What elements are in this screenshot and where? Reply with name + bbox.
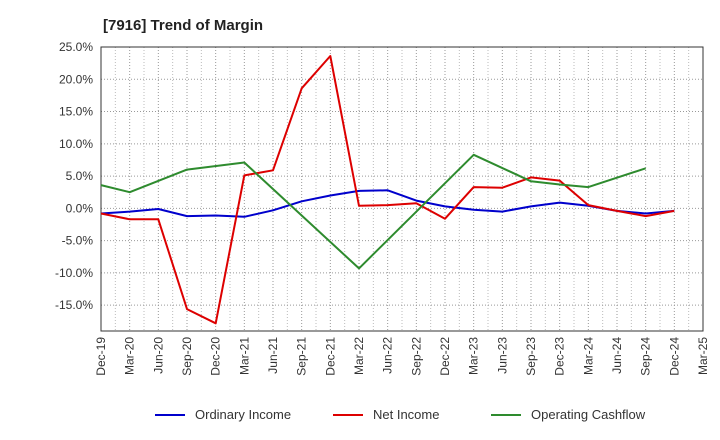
x-tick-label: Dec-21 bbox=[323, 337, 337, 376]
legend-label-ordinary-income: Ordinary Income bbox=[195, 407, 291, 422]
x-tick-label: Sep-21 bbox=[295, 337, 309, 376]
chart-title: [7916] Trend of Margin bbox=[103, 17, 263, 34]
x-tick-label: Mar-21 bbox=[237, 337, 251, 375]
y-tick-label: 0.0% bbox=[66, 201, 94, 215]
y-tick-label: -10.0% bbox=[55, 266, 93, 280]
y-tick-label: 10.0% bbox=[59, 137, 93, 151]
net-income-line bbox=[100, 55, 675, 325]
x-tick-label: Sep-22 bbox=[409, 337, 423, 376]
x-tick-label: Dec-19 bbox=[94, 337, 108, 376]
x-tick-label: Sep-20 bbox=[180, 337, 194, 376]
x-tick-label: Sep-23 bbox=[524, 337, 538, 376]
y-tick-label: 25.0% bbox=[59, 40, 93, 54]
x-tick-label: Jun-24 bbox=[610, 337, 624, 374]
grid bbox=[100, 46, 704, 331]
series bbox=[100, 55, 675, 325]
plot-frame bbox=[100, 46, 704, 332]
x-tick-label: Dec-22 bbox=[438, 337, 452, 376]
y-tick-label: 20.0% bbox=[59, 72, 93, 86]
x-tick-label: Sep-24 bbox=[639, 337, 653, 376]
x-tick-label: Dec-20 bbox=[209, 337, 223, 376]
x-tick-label: Mar-24 bbox=[581, 337, 595, 375]
x-tick-label: Jun-21 bbox=[266, 337, 280, 374]
x-tick-label: Mar-20 bbox=[123, 337, 137, 375]
operating-cashflow-line bbox=[100, 153, 647, 270]
axes: 25.0% 20.0% 15.0% 10.0% 5.0% 0.0% -5.0% -10.0% -… bbox=[55, 40, 710, 376]
x-tick-label: Jun-20 bbox=[151, 337, 165, 374]
y-tick-label: 15.0% bbox=[59, 105, 93, 119]
y-tick-label: -15.0% bbox=[55, 298, 93, 312]
x-tick-label: Dec-23 bbox=[553, 337, 567, 376]
x-tick-label: Mar-22 bbox=[352, 337, 366, 375]
x-tick-label: Mar-23 bbox=[467, 337, 481, 375]
x-tick-label: Dec-24 bbox=[667, 337, 681, 376]
x-tick-label: Jun-22 bbox=[381, 337, 395, 374]
legend-label-operating-cashflow: Operating Cashflow bbox=[531, 407, 646, 422]
ordinary-income-line bbox=[100, 189, 675, 218]
x-tick-label: Jun-23 bbox=[495, 337, 509, 374]
y-tick-label: -5.0% bbox=[62, 234, 94, 248]
y-tick-label: 5.0% bbox=[66, 169, 94, 183]
legend: Ordinary Income Net Income Operating Cashf… bbox=[155, 407, 646, 422]
legend-label-net-income: Net Income bbox=[373, 407, 439, 422]
x-tick-label: Mar-25 bbox=[696, 337, 710, 375]
